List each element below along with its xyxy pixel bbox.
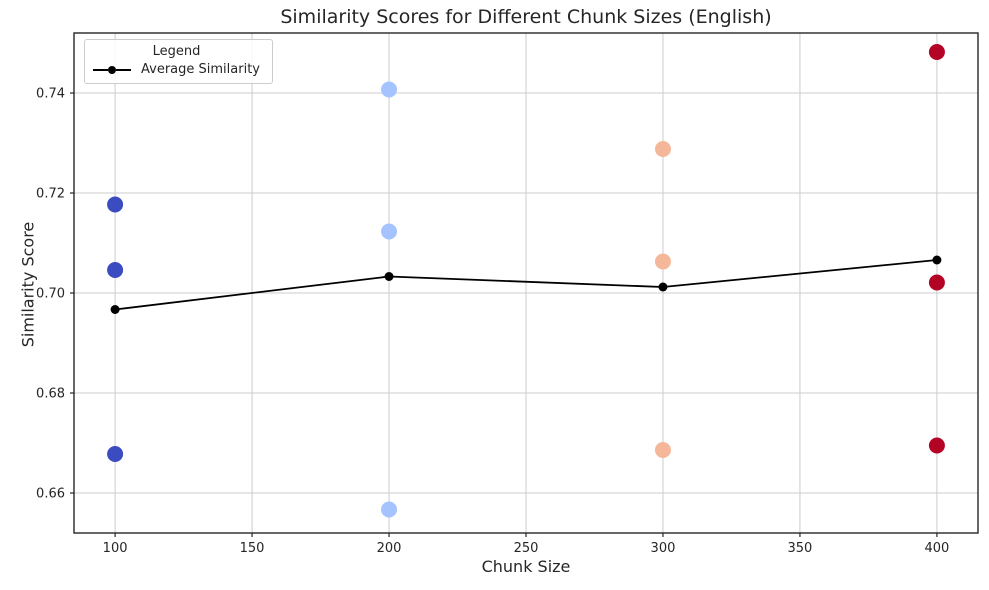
x-tick-label: 300 xyxy=(651,541,676,556)
x-tick-label: 200 xyxy=(377,541,402,556)
scatter-point xyxy=(107,446,124,462)
scatter-point xyxy=(928,44,945,60)
scatter-point xyxy=(381,501,398,518)
average-line-marker-icon xyxy=(93,65,131,74)
legend-entry-average-similarity: Average Similarity xyxy=(93,62,260,77)
scatter-point xyxy=(381,81,398,98)
scatter-point xyxy=(107,262,124,278)
legend-entry-label: Average Similarity xyxy=(141,62,260,77)
average-line xyxy=(114,259,937,311)
y-tick-label: 0.66 xyxy=(36,487,65,502)
y-axis-label: Similarity Score xyxy=(18,221,38,348)
scatter-point xyxy=(654,442,671,458)
scatter-point xyxy=(654,141,671,157)
scatter-point xyxy=(928,274,945,291)
scatter-point xyxy=(654,253,671,270)
scatter-point xyxy=(928,437,945,454)
average-line-marker xyxy=(110,305,120,314)
scatter-point xyxy=(381,223,398,240)
y-tick-label: 0.70 xyxy=(36,287,65,302)
x-tick-label: 100 xyxy=(103,541,128,556)
x-tick-label: 150 xyxy=(240,541,265,556)
legend: Legend Average Similarity xyxy=(84,39,273,84)
y-tick-label: 0.68 xyxy=(36,387,65,402)
legend-title: Legend xyxy=(152,44,201,59)
chart-title: Similarity Scores for Different Chunk Si… xyxy=(280,6,772,28)
scatter-point xyxy=(107,196,124,213)
x-axis-label: Chunk Size xyxy=(481,557,571,576)
line-segment xyxy=(93,68,108,71)
axes-frame xyxy=(73,32,979,534)
y-tick-label: 0.72 xyxy=(36,187,65,202)
y-tick-label: 0.74 xyxy=(36,87,65,102)
x-tick-label: 250 xyxy=(514,541,539,556)
average-line-marker xyxy=(658,282,668,292)
average-line-marker xyxy=(932,255,942,265)
average-line-marker xyxy=(384,272,394,281)
dot-marker-icon xyxy=(108,65,116,74)
line-segment xyxy=(116,68,131,71)
x-tick-label: 400 xyxy=(924,541,949,556)
x-tick-label: 350 xyxy=(788,541,813,556)
